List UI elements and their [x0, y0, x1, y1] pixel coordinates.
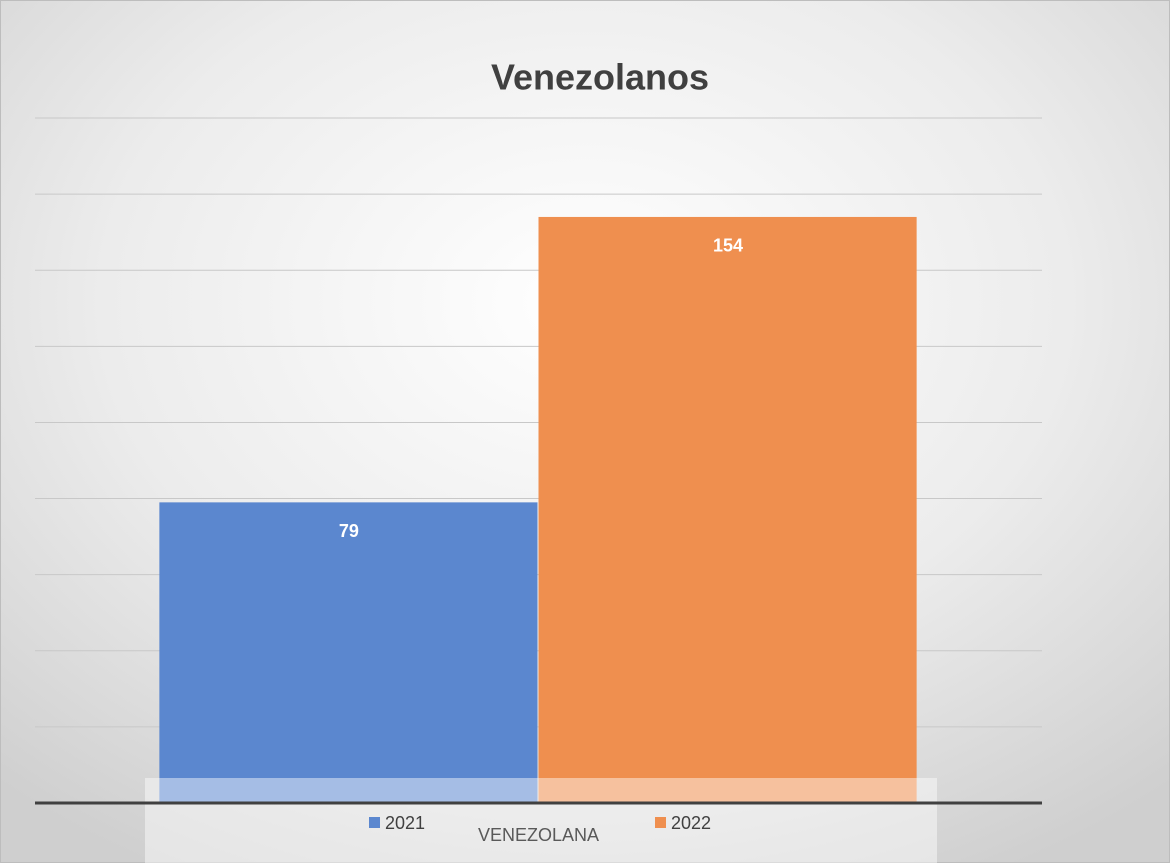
bar [538, 216, 917, 803]
legend-label: 2022 [671, 813, 711, 833]
data-label: 79 [339, 521, 359, 541]
legend-swatch [369, 817, 380, 828]
legend-swatch [655, 817, 666, 828]
legend-box [145, 778, 937, 863]
legend-label: 2021 [385, 813, 425, 833]
x-tick-label: VENEZOLANA [478, 825, 599, 845]
chart-title: Venezolanos [491, 57, 709, 98]
bar [159, 502, 538, 803]
data-label: 154 [713, 236, 743, 256]
